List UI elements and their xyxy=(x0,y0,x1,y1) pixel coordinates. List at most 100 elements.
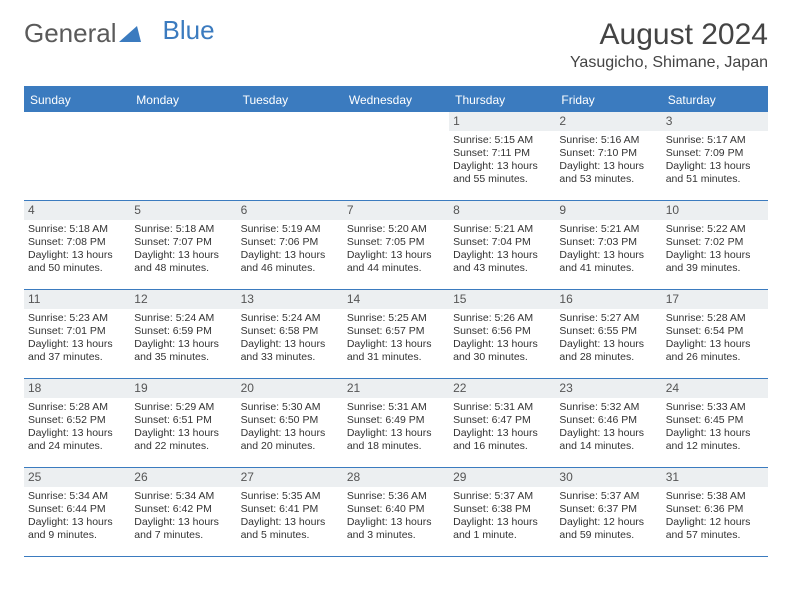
day-number: 28 xyxy=(343,468,449,487)
daylight-text: Daylight: 13 hours and 28 minutes. xyxy=(559,338,657,364)
day-cell: 4Sunrise: 5:18 AMSunset: 7:08 PMDaylight… xyxy=(24,201,130,289)
title-block: August 2024 Yasugicho, Shimane, Japan xyxy=(570,18,768,72)
day-cell: 9Sunrise: 5:21 AMSunset: 7:03 PMDaylight… xyxy=(555,201,661,289)
day-cell: 5Sunrise: 5:18 AMSunset: 7:07 PMDaylight… xyxy=(130,201,236,289)
day-cell: 29 Sunrise: 5:37 AMSunset: 6:38 PMDayligh… xyxy=(449,468,555,556)
sunset-text: Sunset: 7:05 PM xyxy=(347,236,445,249)
day-cell: 7Sunrise: 5:20 AMSunset: 7:05 PMDaylight… xyxy=(343,201,449,289)
day-number: 10 xyxy=(662,201,768,220)
logo: General Blue xyxy=(24,18,215,49)
day-number: 2 xyxy=(555,112,661,131)
sunset-text: Sunset: 6:59 PM xyxy=(134,325,232,338)
daylight-text: Daylight: 12 hours and 59 minutes. xyxy=(559,516,657,542)
sunrise-text: Sunrise: 5:32 AM xyxy=(559,401,657,414)
day-cell: 11 Sunrise: 5:23 AMSunset: 7:01 PMDayligh… xyxy=(24,290,130,378)
sunset-text: Sunset: 7:01 PM xyxy=(28,325,126,338)
daylight-text: Daylight: 13 hours and 30 minutes. xyxy=(453,338,551,364)
daylight-text: Daylight: 13 hours and 46 minutes. xyxy=(241,249,339,275)
sunrise-text: Sunrise: 5:27 AM xyxy=(559,312,657,325)
sunset-text: Sunset: 6:38 PM xyxy=(453,503,551,516)
day-cell: 24Sunrise: 5:33 AMSunset: 6:45 PMDayligh… xyxy=(662,379,768,467)
sunrise-text: Sunrise: 5:17 AM xyxy=(666,134,764,147)
sunset-text: Sunset: 6:57 PM xyxy=(347,325,445,338)
day-header: Thursday xyxy=(449,88,555,112)
sunrise-text: Sunrise: 5:20 AM xyxy=(347,223,445,236)
day-cell: 25Sunrise: 5:34 AMSunset: 6:44 PMDayligh… xyxy=(24,468,130,556)
daylight-text: Daylight: 13 hours and 9 minutes. xyxy=(28,516,126,542)
day-number: 11 xyxy=(24,290,130,309)
daylight-text: Daylight: 13 hours and 35 minutes. xyxy=(134,338,232,364)
day-number: 21 xyxy=(343,379,449,398)
sunrise-text: Sunrise: 5:37 AM xyxy=(559,490,657,503)
sunrise-text: Sunrise: 5:23 AM xyxy=(28,312,126,325)
day-cell: 13Sunrise: 5:24 AMSunset: 6:58 PMDayligh… xyxy=(237,290,343,378)
daylight-text: Daylight: 13 hours and 39 minutes. xyxy=(666,249,764,275)
sunset-text: Sunset: 7:10 PM xyxy=(559,147,657,160)
sunrise-text: Sunrise: 5:36 AM xyxy=(347,490,445,503)
day-number: 25 xyxy=(24,468,130,487)
day-cell: 10Sunrise: 5:22 AMSunset: 7:02 PMDayligh… xyxy=(662,201,768,289)
day-number: 24 xyxy=(662,379,768,398)
day-cell: 19Sunrise: 5:29 AMSunset: 6:51 PMDayligh… xyxy=(130,379,236,467)
daylight-text: Daylight: 13 hours and 1 minute. xyxy=(453,516,551,542)
day-cell: 1Sunrise: 5:15 AMSunset: 7:11 PMDaylight… xyxy=(449,112,555,200)
page-title: August 2024 xyxy=(570,18,768,52)
sunset-text: Sunset: 6:52 PM xyxy=(28,414,126,427)
header: General Blue August 2024 Yasugicho, Shim… xyxy=(0,0,792,80)
sunset-text: Sunset: 7:06 PM xyxy=(241,236,339,249)
day-number: 6 xyxy=(237,201,343,220)
day-cell: 31Sunrise: 5:38 AMSunset: 6:36 PMDayligh… xyxy=(662,468,768,556)
week-row: 11Sunrise: 5:23 AMSunset: 7:01 PMDayligh… xyxy=(24,290,768,379)
daylight-text: Daylight: 13 hours and 41 minutes. xyxy=(559,249,657,275)
day-cell: 14Sunrise: 5:25 AMSunset: 6:57 PMDayligh… xyxy=(343,290,449,378)
day-header: Sunday xyxy=(24,88,130,112)
day-number: 29 xyxy=(449,468,555,487)
day-cell: 12Sunrise: 5:24 AMSunset: 6:59 PMDayligh… xyxy=(130,290,236,378)
sunset-text: Sunset: 6:50 PM xyxy=(241,414,339,427)
day-number: 16 xyxy=(555,290,661,309)
day-cell: 22Sunrise: 5:31 AMSunset: 6:47 PMDayligh… xyxy=(449,379,555,467)
daylight-text: Daylight: 13 hours and 5 minutes. xyxy=(241,516,339,542)
daylight-text: Daylight: 13 hours and 51 minutes. xyxy=(666,160,764,186)
sunset-text: Sunset: 6:46 PM xyxy=(559,414,657,427)
day-number: 1 xyxy=(449,112,555,131)
logo-part1: General xyxy=(24,18,117,49)
day-cell: 15Sunrise: 5:26 AMSunset: 6:56 PMDayligh… xyxy=(449,290,555,378)
day-number: 7 xyxy=(343,201,449,220)
day-cell: 28 Sunrise: 5:36 AMSunset: 6:40 PMDayligh… xyxy=(343,468,449,556)
weeks-container: 1Sunrise: 5:15 AMSunset: 7:11 PMDaylight… xyxy=(24,112,768,557)
calendar: SundayMondayTuesdayWednesdayThursdayFrid… xyxy=(24,86,768,557)
daylight-text: Daylight: 13 hours and 16 minutes. xyxy=(453,427,551,453)
sunrise-text: Sunrise: 5:35 AM xyxy=(241,490,339,503)
day-cell: 23Sunrise: 5:32 AMSunset: 6:46 PMDayligh… xyxy=(555,379,661,467)
day-cell xyxy=(24,112,130,200)
sunset-text: Sunset: 6:55 PM xyxy=(559,325,657,338)
sunrise-text: Sunrise: 5:16 AM xyxy=(559,134,657,147)
day-cell: 20Sunrise: 5:30 AMSunset: 6:50 PMDayligh… xyxy=(237,379,343,467)
daylight-text: Daylight: 13 hours and 3 minutes. xyxy=(347,516,445,542)
sunset-text: Sunset: 6:41 PM xyxy=(241,503,339,516)
day-number: 3 xyxy=(662,112,768,131)
sunset-text: Sunset: 6:47 PM xyxy=(453,414,551,427)
sunrise-text: Sunrise: 5:24 AM xyxy=(134,312,232,325)
sunrise-text: Sunrise: 5:37 AM xyxy=(453,490,551,503)
sunset-text: Sunset: 7:08 PM xyxy=(28,236,126,249)
sunset-text: Sunset: 7:04 PM xyxy=(453,236,551,249)
sunset-text: Sunset: 7:07 PM xyxy=(134,236,232,249)
day-cell: 30Sunrise: 5:37 AMSunset: 6:37 PMDayligh… xyxy=(555,468,661,556)
day-number: 13 xyxy=(237,290,343,309)
daylight-text: Daylight: 13 hours and 37 minutes. xyxy=(28,338,126,364)
day-number: 30 xyxy=(555,468,661,487)
sunrise-text: Sunrise: 5:24 AM xyxy=(241,312,339,325)
day-number: 8 xyxy=(449,201,555,220)
day-number: 5 xyxy=(130,201,236,220)
sunset-text: Sunset: 6:42 PM xyxy=(134,503,232,516)
daylight-text: Daylight: 13 hours and 31 minutes. xyxy=(347,338,445,364)
week-row: 4Sunrise: 5:18 AMSunset: 7:08 PMDaylight… xyxy=(24,201,768,290)
daylight-text: Daylight: 13 hours and 26 minutes. xyxy=(666,338,764,364)
sunset-text: Sunset: 6:40 PM xyxy=(347,503,445,516)
location-subtitle: Yasugicho, Shimane, Japan xyxy=(570,54,768,72)
day-number: 18 xyxy=(24,379,130,398)
daylight-text: Daylight: 13 hours and 7 minutes. xyxy=(134,516,232,542)
daylight-text: Daylight: 13 hours and 12 minutes. xyxy=(666,427,764,453)
